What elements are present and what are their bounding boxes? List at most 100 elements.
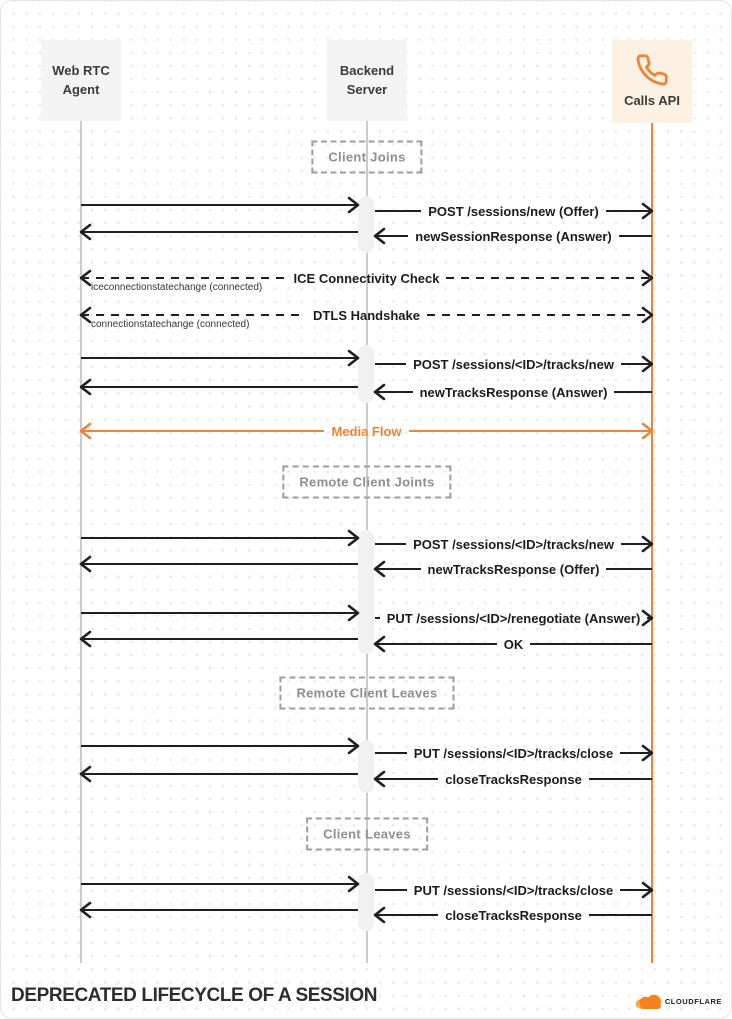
message-arrow: PUT /sessions/<ID>/tracks/close [375, 880, 654, 900]
arrow-line [620, 542, 652, 546]
arrowhead-left-icon [79, 555, 92, 573]
actor-label: Calls API [624, 92, 680, 108]
arrowhead-right-icon [641, 422, 654, 440]
message-arrow [79, 222, 358, 242]
note-box: Remote Client Leaves [279, 676, 455, 710]
arrow-line [530, 642, 652, 646]
arrow-line [614, 390, 653, 394]
actor-calls-api: Calls API [612, 40, 692, 123]
message-label: POST /sessions/<ID>/tracks/new [413, 536, 614, 552]
note-box: Remote Client Joints [282, 465, 452, 499]
arrowhead-right-icon [347, 529, 360, 547]
message-arrow: PUT /sessions/<ID>/tracks/close [375, 743, 654, 763]
arrow-line [375, 390, 413, 394]
message-arrow: OK [373, 634, 652, 654]
arrow-line [81, 536, 358, 540]
arrowhead-left-icon [79, 630, 92, 648]
message-arrow: newSessionResponse (Answer) [373, 226, 652, 246]
actor-web-rtc-agent: Web RTC Agent [41, 40, 121, 121]
arrow-line [81, 313, 307, 317]
arrowhead-right-icon [641, 202, 654, 220]
arrowhead-left-icon [373, 560, 386, 578]
arrowhead-left-icon [373, 383, 386, 401]
event-sublabel: iceconnectionstatechange (connected) [91, 282, 263, 293]
message-label: POST /sessions/new (Offer) [428, 203, 599, 219]
arrowhead-left-icon [373, 227, 386, 245]
arrowhead-right-icon [641, 306, 654, 324]
message-arrow [79, 900, 358, 920]
arrow-line [375, 209, 422, 213]
arrowhead-right-icon [347, 875, 360, 893]
message-label: DTLS Handshake [313, 307, 420, 323]
cloudflare-brand-text: CLOUDFLARE [664, 997, 722, 1006]
message-arrow: closeTracksResponse [373, 905, 653, 925]
message-arrow: POST /sessions/new (Offer) [375, 201, 654, 221]
phone-icon [636, 53, 668, 86]
message-arrow [81, 874, 360, 894]
arrowhead-left-icon [373, 906, 386, 924]
arrowhead-left-icon [79, 422, 92, 440]
activation-bar [358, 740, 374, 793]
arrow-line [375, 888, 407, 892]
arrow-line [81, 562, 358, 566]
arrow-line [605, 209, 652, 213]
actor-label: Web RTC Agent [52, 62, 110, 97]
arrow-line [375, 542, 407, 546]
arrowhead-right-icon [347, 196, 360, 214]
message-label: PUT /sessions/<ID>/tracks/close [413, 882, 614, 898]
arrow-line [81, 230, 358, 234]
message-arrow: newTracksResponse (Offer) [373, 559, 653, 579]
arrowhead-right-icon [347, 604, 360, 622]
arrow-line [606, 567, 653, 571]
arrow-line [375, 362, 407, 366]
arrow-line [81, 429, 325, 433]
arrowhead-right-icon [347, 737, 360, 755]
actor-label: Backend Server [339, 62, 395, 97]
message-arrow: POST /sessions/<ID>/tracks/new [375, 534, 654, 554]
activation-bar [358, 873, 374, 931]
arrow-line [620, 362, 652, 366]
arrowhead-right-icon [641, 609, 654, 627]
lifeline-web-rtc-agent [80, 120, 82, 963]
arrow-line [647, 616, 653, 620]
arrowhead-left-icon [79, 306, 92, 324]
message-arrow: POST /sessions/<ID>/tracks/new [375, 354, 654, 374]
note-box: Client Leaves [306, 817, 428, 851]
diagram-title: DEPRECATED LIFECYCLE OF A SESSION [11, 985, 378, 1006]
message-label: ICE Connectivity Check [293, 270, 440, 286]
arrow-line [618, 234, 652, 238]
message-arrow [81, 528, 360, 548]
cloudflare-brand: CLOUDFLARE [633, 993, 722, 1010]
arrow-line [620, 888, 652, 892]
arrowhead-right-icon [347, 349, 360, 367]
arrow-line [81, 744, 358, 748]
arrow-line [375, 567, 421, 571]
arrow-line [81, 356, 358, 360]
arrowhead-left-icon [373, 635, 386, 653]
message-label: PUT /sessions/<ID>/tracks/close [413, 745, 614, 761]
arrow-line [588, 913, 653, 917]
message-label: POST /sessions/<ID>/tracks/new [413, 356, 614, 372]
arrowhead-right-icon [641, 355, 654, 373]
arrow-line [81, 276, 287, 280]
message-arrow [81, 603, 360, 623]
arrowhead-left-icon [79, 223, 92, 241]
arrowhead-right-icon [641, 269, 654, 287]
arrow-line [81, 882, 358, 886]
arrow-line [408, 429, 652, 433]
arrow-line [81, 203, 358, 207]
arrow-line [81, 611, 358, 615]
arrowhead-right-icon [641, 744, 654, 762]
note-box: Client Joins [311, 140, 423, 174]
arrow-line [620, 751, 652, 755]
arrowhead-left-icon [79, 765, 92, 783]
arrow-line [446, 276, 652, 280]
message-arrow [79, 377, 358, 397]
message-arrow [79, 554, 358, 574]
event-sublabel: connectionstatechange (connected) [91, 319, 250, 330]
arrowhead-right-icon [641, 535, 654, 553]
lifeline-calls-api [651, 121, 653, 963]
message-arrow [79, 764, 358, 784]
arrow-line [426, 313, 653, 317]
actor-backend-server: Backend Server [327, 40, 407, 121]
